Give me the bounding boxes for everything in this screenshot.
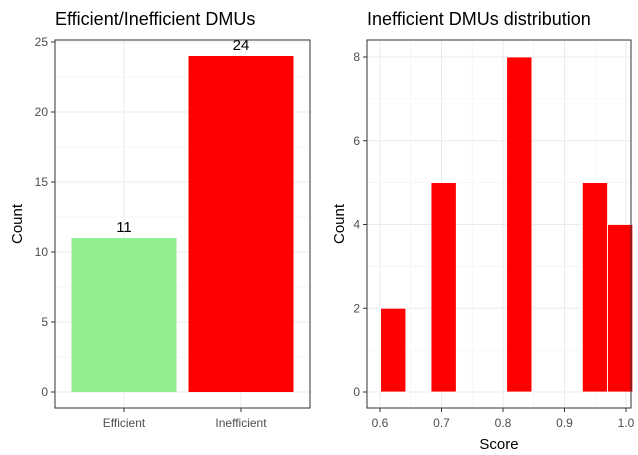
y-tick-label: 0: [41, 385, 48, 399]
y-tick-label: 2: [353, 301, 360, 315]
y-axis-title: Count: [9, 203, 26, 244]
x-tick-label: 0.8: [495, 416, 512, 430]
y-axis-title: Count: [331, 203, 348, 244]
y-tick-label: 15: [35, 175, 49, 189]
x-tick-label: Efficient: [103, 416, 146, 430]
y-tick-label: 8: [353, 50, 360, 64]
histogram-bar: [607, 224, 634, 393]
bar-efficient: [71, 238, 177, 392]
data-label-efficient: 11: [116, 219, 132, 236]
data-label-inefficient: 24: [233, 37, 250, 54]
y-tick-label: 6: [353, 134, 360, 148]
x-tick-label: 0.7: [433, 416, 450, 430]
histogram-bar: [506, 56, 533, 393]
chart-title: Efficient/Inefficient DMUs: [55, 9, 255, 29]
x-tick-label: 1.0: [618, 416, 635, 430]
y-tick-label: 4: [353, 218, 360, 232]
x-tick-label: Inefficient: [215, 416, 267, 430]
x-tick-label: 0.6: [372, 416, 389, 430]
x-axis-title: Score: [479, 436, 518, 453]
bar-inefficient: [188, 56, 294, 392]
y-tick-label: 5: [41, 315, 48, 329]
y-tick-label: 25: [35, 35, 49, 49]
histogram-bar: [380, 307, 407, 393]
chart-title: Inefficient DMUs distribution: [367, 9, 591, 29]
histogram-bar: [581, 182, 608, 393]
histogram-panel: 0 2 4 6 8 0.6 0.7 0.8 0.9 1.0 Score Count Inefficien…: [331, 9, 635, 453]
y-tick-label: 0: [353, 385, 360, 399]
bar-chart-panel: 11 24 0 5 10 15 20 25 Efficient Inefficient Count E…: [9, 9, 311, 430]
y-tick-label: 20: [35, 105, 49, 119]
y-tick-label: 10: [35, 245, 49, 259]
histogram-bar: [430, 182, 457, 393]
panel-border: [54, 39, 311, 409]
x-tick-label: 0.9: [556, 416, 573, 430]
